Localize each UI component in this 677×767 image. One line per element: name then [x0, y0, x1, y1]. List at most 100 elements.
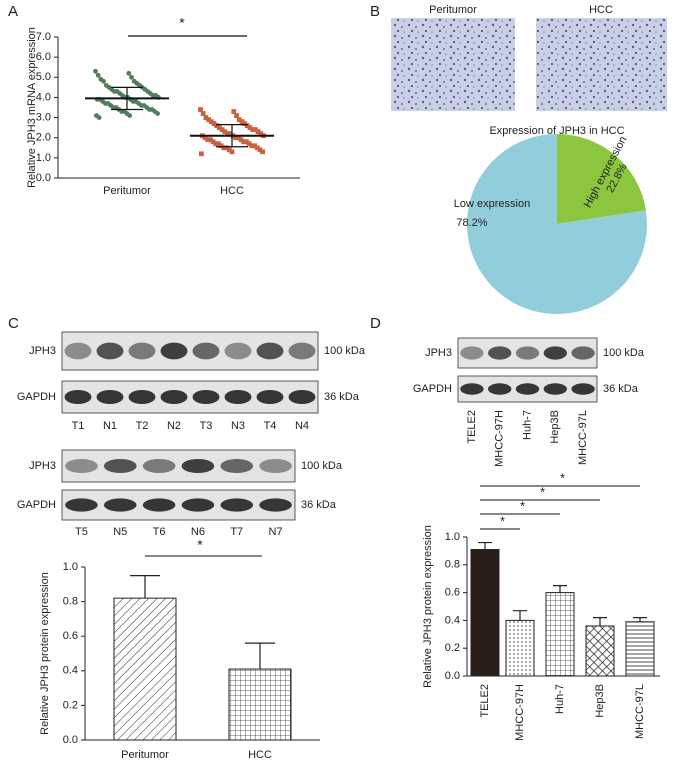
- bar: [545, 592, 575, 677]
- blot-size-label: 36 kDa: [603, 383, 639, 395]
- error-bar: [633, 617, 647, 622]
- data-point: [206, 117, 211, 122]
- data-point: [210, 139, 216, 145]
- histology-image: [391, 18, 515, 111]
- y-axis-label: Relative JPH3 mRNA expression: [26, 27, 38, 188]
- significance-label: *: [540, 484, 545, 499]
- data-point: [129, 74, 134, 80]
- data-point: [218, 143, 224, 149]
- blot-band: [64, 342, 92, 360]
- y-tick-label: 2.0: [36, 132, 51, 144]
- blot-band: [65, 458, 98, 474]
- x-tick-label: Peritumor: [103, 185, 151, 197]
- blot-band: [220, 498, 254, 512]
- y-tick-label: 3.0: [36, 111, 51, 123]
- data-point: [226, 147, 232, 153]
- data-point: [127, 113, 133, 118]
- blot-band: [488, 346, 512, 360]
- data-point: [224, 145, 229, 151]
- blot-size-label: 100 kDa: [324, 345, 366, 357]
- bar: [470, 549, 500, 677]
- blot-size-label: 36 kDa: [301, 499, 337, 511]
- blot-band: [224, 342, 252, 360]
- blot-row-label: GAPDH: [17, 499, 56, 511]
- y-tick-label: 7.0: [36, 31, 51, 43]
- data-point: [258, 131, 264, 137]
- y-tick-label: 0.0: [36, 172, 51, 184]
- blot-band: [142, 458, 176, 474]
- y-tick-label: 0.4: [445, 614, 460, 626]
- blot: [61, 449, 296, 483]
- blot-band: [288, 342, 316, 360]
- data-point: [198, 107, 203, 112]
- data-point: [234, 113, 239, 118]
- data-point: [233, 135, 238, 141]
- y-tick-label: 1.0: [36, 152, 51, 164]
- data-point: [253, 127, 258, 133]
- slice-label: Low expression: [454, 198, 530, 210]
- blot-row-label: JPH3: [29, 345, 56, 357]
- lane-label: Huh-7: [521, 410, 533, 440]
- data-point: [95, 72, 101, 78]
- data-point: [242, 121, 247, 127]
- blot-band: [460, 383, 484, 395]
- blot-band: [543, 383, 567, 395]
- blot-band: [65, 498, 98, 512]
- data-point: [249, 143, 255, 149]
- data-point: [247, 125, 253, 131]
- data-point: [260, 149, 265, 155]
- y-tick-label: 1.0: [445, 531, 460, 543]
- blot-band: [515, 346, 540, 360]
- y-tick-label: 0.0: [445, 670, 460, 682]
- data-point: [252, 143, 257, 149]
- data-point: [244, 139, 249, 145]
- error-bar: [593, 617, 607, 626]
- data-point: [203, 115, 209, 120]
- data-point: [200, 111, 206, 116]
- panel-label: B: [370, 3, 380, 20]
- lane-label: T4: [264, 420, 277, 432]
- data-point: [211, 121, 217, 127]
- pie-slice: [467, 134, 647, 315]
- blot-size-label: 100 kDa: [301, 460, 343, 472]
- error-bar: [478, 541, 492, 550]
- significance-label: *: [520, 498, 525, 513]
- slice-value-label: 78.2%: [456, 217, 487, 229]
- lane-label: T1: [72, 420, 85, 432]
- blot-band: [160, 342, 188, 360]
- sd-bar: [216, 124, 248, 148]
- pie-slice: [557, 134, 646, 224]
- image-label: Peritumor: [429, 4, 477, 16]
- data-point: [199, 151, 204, 157]
- lane-label: N7: [269, 526, 283, 538]
- blot-band: [96, 389, 124, 405]
- x-tick-label: Huh-7: [554, 684, 566, 714]
- blot-band: [488, 383, 512, 395]
- data-point: [255, 129, 261, 135]
- lane-label: N2: [167, 420, 181, 432]
- significance-label: *: [197, 537, 203, 553]
- blot-band: [288, 389, 316, 405]
- bar: [585, 625, 615, 677]
- data-point: [213, 141, 219, 147]
- y-axis-label: Relative JPH3 protein expression: [39, 572, 51, 735]
- blot-band: [103, 458, 137, 474]
- significance-label: *: [560, 470, 565, 485]
- lane-label: N5: [113, 526, 127, 538]
- y-tick-label: 4.0: [36, 91, 51, 103]
- panel-label: C: [8, 315, 19, 332]
- panel-label: A: [8, 3, 18, 20]
- blot-band: [128, 389, 156, 405]
- y-tick-label: 0.2: [445, 642, 460, 654]
- bar: [505, 619, 535, 677]
- error-bar: [553, 585, 567, 593]
- data-point: [231, 109, 237, 114]
- blot: [61, 489, 296, 521]
- blot-size-label: 100 kDa: [603, 347, 645, 359]
- lane-label: T2: [136, 420, 149, 432]
- x-tick-label: TELE2: [479, 684, 491, 718]
- data-point: [216, 141, 221, 147]
- blot-band: [192, 389, 220, 405]
- blot-size-label: 36 kDa: [324, 391, 360, 403]
- blot-band: [96, 342, 124, 360]
